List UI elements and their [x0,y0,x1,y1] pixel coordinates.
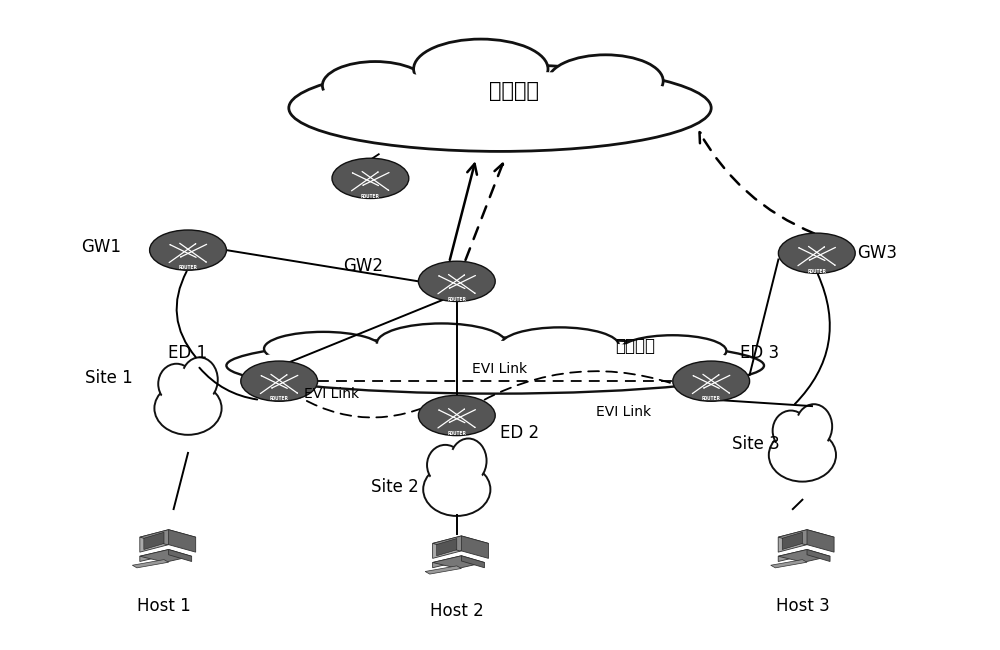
Polygon shape [140,549,192,562]
Polygon shape [778,549,807,562]
Ellipse shape [769,428,836,482]
Ellipse shape [181,358,218,402]
Text: EVI Link: EVI Link [472,362,528,376]
Polygon shape [461,536,488,558]
Ellipse shape [430,448,461,482]
Text: Site 3: Site 3 [732,435,780,452]
Text: ROUTER: ROUTER [702,396,721,402]
Ellipse shape [427,445,464,485]
Text: GW3: GW3 [857,244,897,262]
Ellipse shape [423,463,490,516]
Text: EVI Link: EVI Link [596,405,651,419]
Ellipse shape [673,361,750,401]
Ellipse shape [184,361,215,398]
Polygon shape [169,530,196,552]
Text: Host 1: Host 1 [137,597,191,615]
Ellipse shape [422,43,540,96]
Ellipse shape [798,408,829,445]
Text: Site 1: Site 1 [85,369,133,387]
Ellipse shape [619,335,726,367]
Ellipse shape [161,367,192,401]
Text: ED 3: ED 3 [740,344,779,363]
Ellipse shape [158,364,195,404]
Ellipse shape [264,332,382,365]
Text: ROUTER: ROUTER [361,194,380,199]
Ellipse shape [322,62,428,109]
Text: EVI Link: EVI Link [304,387,360,401]
Text: 交叠网络: 交叠网络 [615,337,655,355]
Ellipse shape [377,324,506,363]
Ellipse shape [775,413,806,448]
Ellipse shape [771,431,834,479]
Ellipse shape [243,341,748,390]
Ellipse shape [673,361,750,401]
Ellipse shape [625,337,720,365]
Ellipse shape [418,261,495,302]
Ellipse shape [414,39,548,99]
Ellipse shape [150,230,226,270]
Polygon shape [140,549,169,562]
Ellipse shape [453,442,484,480]
Ellipse shape [548,55,663,107]
Text: Host 3: Host 3 [776,597,829,615]
Ellipse shape [778,233,855,274]
Text: Site 2: Site 2 [371,478,418,496]
Text: Host 2: Host 2 [430,602,484,620]
Ellipse shape [289,64,711,151]
Ellipse shape [418,261,495,302]
Ellipse shape [418,395,495,436]
Polygon shape [140,530,196,545]
Text: GW2: GW2 [343,257,383,275]
Ellipse shape [154,382,222,435]
Text: GW1: GW1 [81,238,121,256]
Polygon shape [437,539,457,556]
Text: ROUTER: ROUTER [807,268,826,274]
Ellipse shape [418,395,495,436]
Ellipse shape [450,439,487,483]
Text: ROUTER: ROUTER [270,396,289,402]
Polygon shape [433,536,488,551]
Polygon shape [461,556,484,567]
Polygon shape [132,560,169,568]
Ellipse shape [555,58,656,104]
Ellipse shape [501,328,619,363]
Text: ED 1: ED 1 [168,344,207,363]
Polygon shape [778,530,834,545]
Polygon shape [140,530,169,552]
Ellipse shape [796,404,832,448]
Polygon shape [807,530,834,552]
Ellipse shape [773,411,809,451]
Ellipse shape [426,465,488,514]
Ellipse shape [508,330,612,361]
Ellipse shape [332,158,409,198]
Ellipse shape [385,326,498,360]
Text: ROUTER: ROUTER [179,265,197,270]
Polygon shape [433,536,461,558]
Ellipse shape [157,384,219,432]
Ellipse shape [299,71,701,145]
Polygon shape [807,549,830,562]
Ellipse shape [241,361,318,401]
Polygon shape [782,532,802,549]
Polygon shape [433,556,484,569]
Polygon shape [778,549,830,562]
Ellipse shape [332,158,409,198]
Polygon shape [778,530,807,552]
Ellipse shape [226,337,764,394]
Polygon shape [144,532,164,549]
Ellipse shape [150,230,226,270]
Text: ROUTER: ROUTER [447,431,466,436]
Ellipse shape [241,361,318,401]
Text: ED 2: ED 2 [500,424,539,441]
Ellipse shape [329,64,422,107]
Polygon shape [425,566,461,574]
Polygon shape [771,560,807,568]
Polygon shape [169,549,192,562]
Polygon shape [433,556,461,567]
Ellipse shape [271,334,375,363]
Ellipse shape [778,233,855,274]
Text: 核心网络: 核心网络 [489,81,539,101]
Text: ROUTER: ROUTER [447,296,466,302]
